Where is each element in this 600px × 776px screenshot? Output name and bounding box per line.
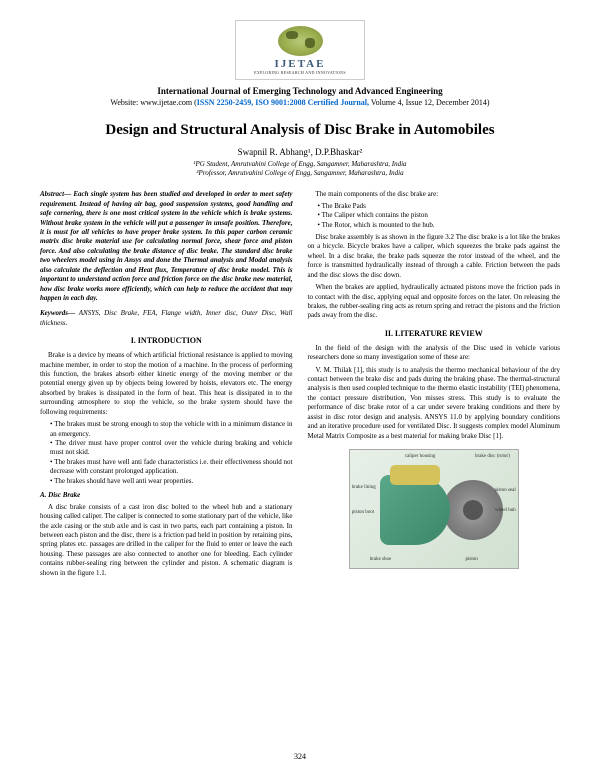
affiliation-2: ²Professor, Amrutvahini College of Engg,… bbox=[0, 169, 600, 178]
brake-figure: caliper housing brake disc (rotor) pisto… bbox=[308, 449, 561, 569]
label-brake-shoe: brake shoe bbox=[370, 557, 392, 564]
caliper-shape bbox=[380, 475, 450, 545]
lit-p1: In the field of the design with the anal… bbox=[308, 344, 561, 363]
keywords-text: ANSYS, Disc Brake, FEA, Flange width, In… bbox=[40, 309, 293, 326]
website-text: Website: www.ijetae.com ( bbox=[110, 98, 196, 107]
page-number: 324 bbox=[294, 752, 306, 761]
left-column: Abstract— Each single system has been st… bbox=[40, 190, 293, 578]
disc-subheading: A. Disc Brake bbox=[40, 491, 293, 500]
hub-shape bbox=[463, 500, 483, 520]
component-bullet-1: • The Brake Pads bbox=[318, 202, 561, 211]
abstract-text: Each single system has been studied and … bbox=[40, 190, 293, 302]
caliper-top-shape bbox=[390, 465, 440, 485]
intro-heading: I. INTRODUCTION bbox=[40, 336, 293, 347]
journal-subtitle: Website: www.ijetae.com (ISSN 2250-2459,… bbox=[0, 98, 600, 107]
lit-heading: II. LITERATURE REVIEW bbox=[308, 329, 561, 340]
affiliations: ¹PG Student, Amrutvahini College of Engg… bbox=[0, 160, 600, 178]
globe-icon bbox=[278, 26, 323, 56]
right-column: The main components of the disc brake ar… bbox=[308, 190, 561, 578]
intro-p1: Brake is a device by means of which arti… bbox=[40, 351, 293, 417]
label-brake-disc: brake disc (rotor) bbox=[475, 454, 510, 461]
intro-bullet-1: • The brakes must be strong enough to st… bbox=[50, 420, 293, 439]
logo-text: IJETAE bbox=[275, 58, 326, 70]
col2-p1: The main components of the disc brake ar… bbox=[308, 190, 561, 199]
label-caliper-housing: caliper housing bbox=[405, 454, 436, 461]
label-brake-lining: brake lining bbox=[352, 485, 376, 492]
authors: Swapnil R. Abhang¹, D.P.Bhaskar² bbox=[0, 147, 600, 157]
component-bullet-2: • The Caliper which contains the piston bbox=[318, 211, 561, 220]
keywords: Keywords— ANSYS, Disc Brake, FEA, Flange… bbox=[40, 309, 293, 328]
keywords-label: Keywords— bbox=[40, 309, 79, 317]
journal-logo: IJETAE EXPLORING RESEARCH AND INNOVATION… bbox=[235, 20, 365, 80]
paper-title: Design and Structural Analysis of Disc B… bbox=[0, 122, 600, 139]
abstract-label: Abstract— bbox=[40, 190, 73, 198]
brake-diagram: caliper housing brake disc (rotor) pisto… bbox=[349, 449, 519, 569]
label-piston: piston bbox=[466, 557, 478, 564]
label-piston-boot: piston boot bbox=[352, 510, 374, 517]
col2-p2: Disc brake assembly is as shown in the f… bbox=[308, 233, 561, 280]
col2-p3: When the brakes are applied, hydraulical… bbox=[308, 283, 561, 321]
intro-bullet-2: • The driver must have proper control ov… bbox=[50, 439, 293, 458]
intro-bullet-4: • The brakes should have well anti wear … bbox=[50, 477, 293, 486]
label-piston-seal: piston seal bbox=[495, 488, 516, 495]
logo-tagline: EXPLORING RESEARCH AND INNOVATIONS bbox=[254, 70, 346, 75]
intro-bullet-3: • The brakes must have well anti fade ch… bbox=[50, 458, 293, 477]
issue-text: Volume 4, Issue 12, December 2014) bbox=[369, 98, 490, 107]
lit-p2: V. M. Thilak [1], this study is to analy… bbox=[308, 366, 561, 442]
abstract: Abstract— Each single system has been st… bbox=[40, 190, 293, 303]
disc-p1: A disc brake consists of a cast iron dis… bbox=[40, 503, 293, 579]
component-bullet-3: • The Rotor, which is mounted to the hub… bbox=[318, 221, 561, 230]
label-wheel-hub: wheel hub bbox=[495, 508, 516, 515]
journal-title: International Journal of Emerging Techno… bbox=[0, 86, 600, 96]
issn-text: ISSN 2250-2459, ISO 9001:2008 Certified … bbox=[197, 98, 369, 107]
affiliation-1: ¹PG Student, Amrutvahini College of Engg… bbox=[0, 160, 600, 169]
